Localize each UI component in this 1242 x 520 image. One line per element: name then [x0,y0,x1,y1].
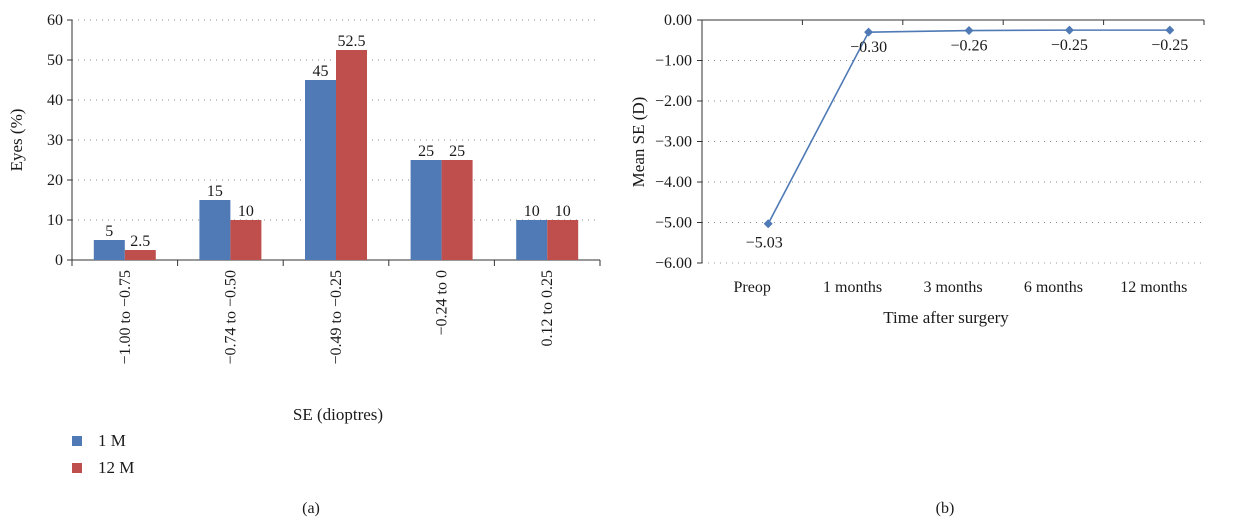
legend-swatch-1m [72,436,82,446]
bar-1m [410,160,442,260]
data-point [864,27,874,37]
line-chart-b: Mean SE (D) Time after surgery (b) 0.00 −… [629,12,1205,517]
data-label-12m: 2.5 [130,233,150,250]
x-tick-label-b: 3 months [923,279,982,296]
data-label-12m: 10 [238,203,254,220]
y-tick-label-a: 50 [47,52,63,69]
panel-label-b: (b) [936,500,955,517]
x-tick-label-a: −0.49 to −0.25 [328,270,345,365]
data-label-12m: 52.5 [338,33,366,50]
legend-swatch-12m [72,463,82,473]
data-point [964,26,974,36]
bar-1m [93,240,125,260]
x-tick-label-b: 6 months [1024,279,1083,296]
y-tick-label-b: 0.00 [664,12,692,29]
y-tick-label-a: 60 [47,12,63,29]
y-tick-label-a: 20 [47,172,63,189]
y-tick-label-a: 10 [47,212,63,229]
bar-12m [441,160,473,260]
y-axis-label-a: Eyes (%) [7,109,26,172]
x-tick-label-b: 1 months [823,279,882,296]
bar-1m [516,220,548,260]
data-label-12m: 25 [449,143,465,160]
series-line [767,29,1170,225]
y-tick-label-b: −3.00 [655,134,692,151]
data-label-b: −0.26 [950,38,987,55]
legend-label-12m: 12 M [98,458,134,477]
x-axis-label-b: Time after surgery [883,308,1009,327]
legend-label-1m: 1 M [98,431,126,450]
data-label-b: −0.25 [1151,37,1188,54]
data-label-1m: 5 [105,223,113,240]
x-tick-label-a: −0.74 to −0.50 [222,270,239,365]
data-label-b: −0.25 [1051,37,1088,54]
y-tick-label-a: 40 [47,92,63,109]
bar-1m [305,80,336,260]
x-tick-label-a: −1.00 to −0.75 [117,270,134,365]
data-label-b: −5.03 [746,235,783,252]
panel-label-a: (a) [302,500,320,517]
data-label-b: −0.30 [850,39,887,56]
y-tick-label-a: 0 [55,252,63,269]
data-point [1064,25,1074,35]
data-label-1m: 15 [207,183,223,200]
data-point [763,219,773,229]
y-tick-label-a: 30 [47,132,63,149]
bar-12m [230,220,262,260]
bar-12m [547,220,579,260]
x-axis-label-a: SE (dioptres) [293,405,383,424]
data-label-1m: 45 [313,63,329,80]
bar-12m [124,250,156,260]
y-axis-label-b: Mean SE (D) [629,97,648,188]
bar-1m [199,200,231,260]
data-label-12m: 10 [555,203,571,220]
x-tick-label-b: Preop [734,279,771,296]
y-tick-label-b: −2.00 [655,93,692,110]
data-label-1m: 25 [418,143,434,160]
y-tick-label-b: −5.00 [655,215,692,232]
y-tick-label-b: −1.00 [655,53,692,70]
y-tick-label-b: −4.00 [655,174,692,191]
bar-12m [336,50,367,260]
bar-chart-a: Eyes (%) SE (dioptres) 1 M 12 M (a) 0 10 2… [7,12,601,517]
data-label-1m: 10 [524,203,540,220]
x-tick-label-a: 0.12 to 0.25 [539,270,556,346]
x-tick-label-b: 12 months [1120,279,1187,296]
x-tick-label-a: −0.24 to 0 [434,270,451,335]
y-tick-label-b: −6.00 [655,255,692,272]
data-point [1165,25,1175,35]
